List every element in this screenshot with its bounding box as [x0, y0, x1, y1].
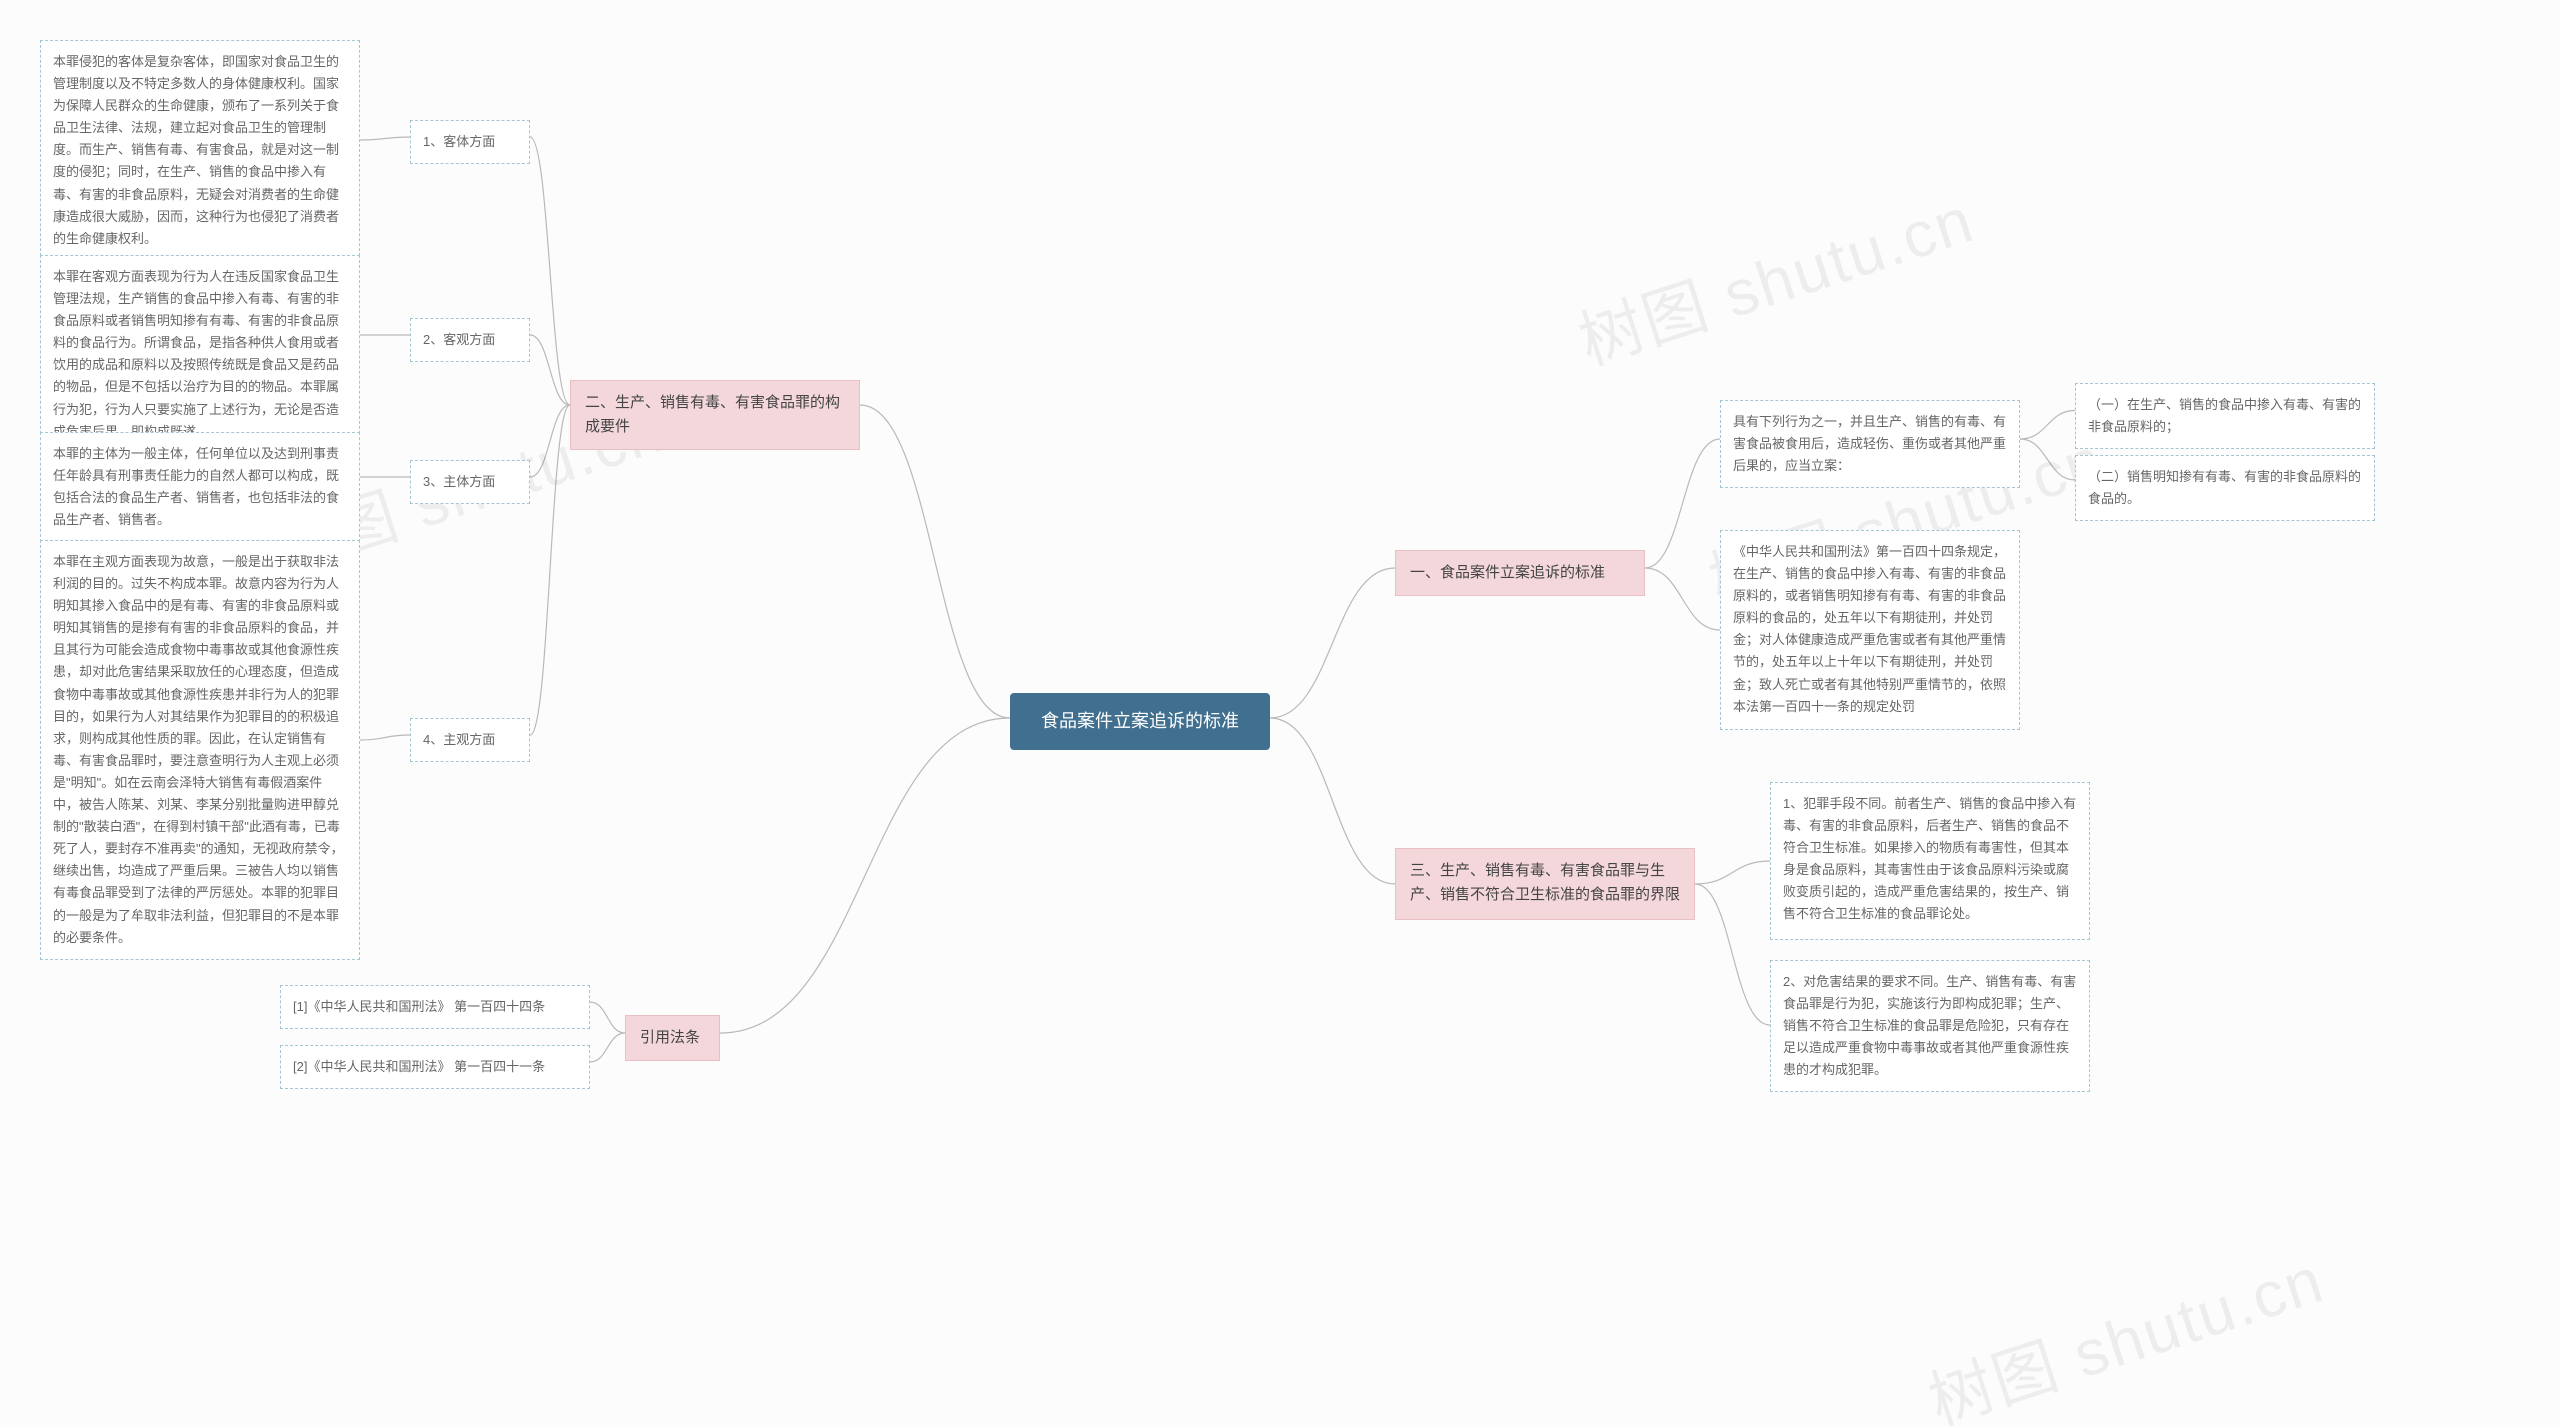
- detail-zhuti: 本罪的主体为一般主体，任何单位以及达到刑事责任年龄具有刑事责任能力的自然人都可以…: [40, 432, 360, 542]
- boundary-1: 1、犯罪手段不同。前者生产、销售的食品中掺入有毒、有害的非食品原料，后者生产、销…: [1770, 782, 2090, 940]
- section-citation[interactable]: 引用法条: [625, 1015, 720, 1061]
- standard-law: 《中华人民共和国刑法》第一百四十四条规定，在生产、销售的食品中掺入有毒、有害的非…: [1720, 530, 2020, 730]
- item-keguan[interactable]: 2、客观方面: [410, 318, 530, 362]
- citation-144: [1]《中华人民共和国刑法》 第一百四十四条: [280, 985, 590, 1029]
- item-zhuguan[interactable]: 4、主观方面: [410, 718, 530, 762]
- section-three[interactable]: 三、生产、销售有毒、有害食品罪与生产、销售不符合卫生标准的食品罪的界限: [1395, 848, 1695, 920]
- boundary-2: 2、对危害结果的要求不同。生产、销售有毒、有害食品罪是行为犯，实施该行为即构成犯…: [1770, 960, 2090, 1092]
- connector-layer: [0, 0, 2560, 1427]
- citation-141: [2]《中华人民共和国刑法》 第一百四十一条: [280, 1045, 590, 1089]
- watermark-4: 树图 shutu.cn: [1916, 1229, 2334, 1427]
- detail-keti: 本罪侵犯的客体是复杂客体，即国家对食品卫生的管理制度以及不特定多数人的身体健康权…: [40, 40, 360, 261]
- detail-zhuguan: 本罪在主观方面表现为故意，一般是出于获取非法利润的目的。过失不构成本罪。故意内容…: [40, 540, 360, 960]
- detail-keguan: 本罪在客观方面表现为行为人在违反国家食品卫生管理法规，生产销售的食品中掺入有毒、…: [40, 255, 360, 454]
- section-one[interactable]: 一、食品案件立案追诉的标准: [1395, 550, 1645, 596]
- item-zhuti[interactable]: 3、主体方面: [410, 460, 530, 504]
- center-topic[interactable]: 食品案件立案追诉的标准: [1010, 693, 1270, 750]
- standard-intro: 具有下列行为之一，并且生产、销售的有毒、有害食品被食用后，造成轻伤、重伤或者其他…: [1720, 400, 2020, 488]
- item-keti[interactable]: 1、客体方面: [410, 120, 530, 164]
- section-two[interactable]: 二、生产、销售有毒、有害食品罪的构成要件: [570, 380, 860, 450]
- standard-sub1: （一）在生产、销售的食品中掺入有毒、有害的非食品原料的；: [2075, 383, 2375, 449]
- standard-sub2: （二）销售明知掺有有毒、有害的非食品原料的食品的。: [2075, 455, 2375, 521]
- watermark-2: 树图 shutu.cn: [1566, 169, 1984, 383]
